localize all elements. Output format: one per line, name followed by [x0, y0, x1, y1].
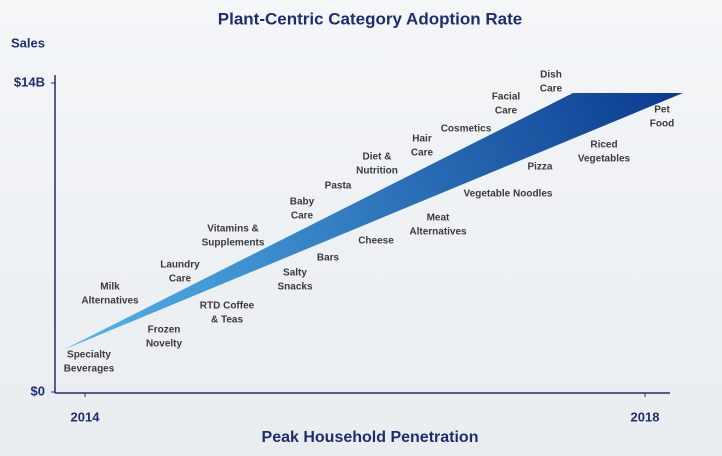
- category-label: Specialty: [67, 350, 111, 361]
- category-label: Vitamins &: [207, 224, 259, 235]
- category-label: Care: [411, 148, 434, 159]
- category-label: Pizza: [527, 162, 552, 173]
- category-label: Diet &: [363, 152, 392, 163]
- category-label: Laundry: [160, 260, 200, 271]
- category-label: Care: [495, 106, 518, 117]
- category-label: Vegetables: [578, 154, 631, 165]
- category-label: Cheese: [358, 236, 394, 247]
- category-label: Dish: [540, 70, 562, 81]
- category-label: Alternatives: [409, 227, 467, 238]
- y-tick-label: $14B: [14, 74, 45, 89]
- category-label: RTD Coffee: [200, 301, 255, 312]
- category-label: Hair: [412, 134, 432, 145]
- category-label: Baby: [290, 197, 315, 208]
- category-label: Cosmetics: [441, 124, 492, 135]
- category-label: Alternatives: [81, 296, 139, 307]
- category-label: Supplements: [202, 238, 265, 249]
- x-tick-label: 2014: [71, 409, 101, 424]
- category-label: Pet: [654, 105, 670, 116]
- wedge: [63, 93, 683, 350]
- category-label: Milk: [100, 282, 120, 293]
- category-label: Snacks: [277, 282, 312, 293]
- category-label: Food: [650, 119, 674, 130]
- category-label: Vegetable Noodles: [464, 189, 553, 200]
- category-label: Care: [169, 274, 192, 285]
- category-label: Care: [540, 84, 563, 95]
- category-label: Facial: [492, 92, 521, 103]
- category-label: Salty: [283, 268, 307, 279]
- category-label: & Teas: [211, 315, 243, 326]
- x-tick-label: 2018: [631, 409, 660, 424]
- y-tick-label: $0: [31, 383, 45, 398]
- y-axis-label: Sales: [11, 35, 45, 50]
- category-label: Bars: [317, 253, 340, 264]
- chart-title: Plant-Centric Category Adoption Rate: [218, 9, 522, 28]
- category-label: Frozen: [148, 325, 181, 336]
- category-label: Pasta: [325, 181, 352, 192]
- x-axis-label: Peak Household Penetration: [262, 429, 479, 446]
- category-label: Meat: [427, 213, 450, 224]
- category-label: Beverages: [64, 364, 115, 375]
- category-label: Novelty: [146, 339, 183, 350]
- category-label: Riced: [590, 140, 617, 151]
- category-label: Nutrition: [356, 166, 398, 177]
- category-label: Care: [291, 211, 314, 222]
